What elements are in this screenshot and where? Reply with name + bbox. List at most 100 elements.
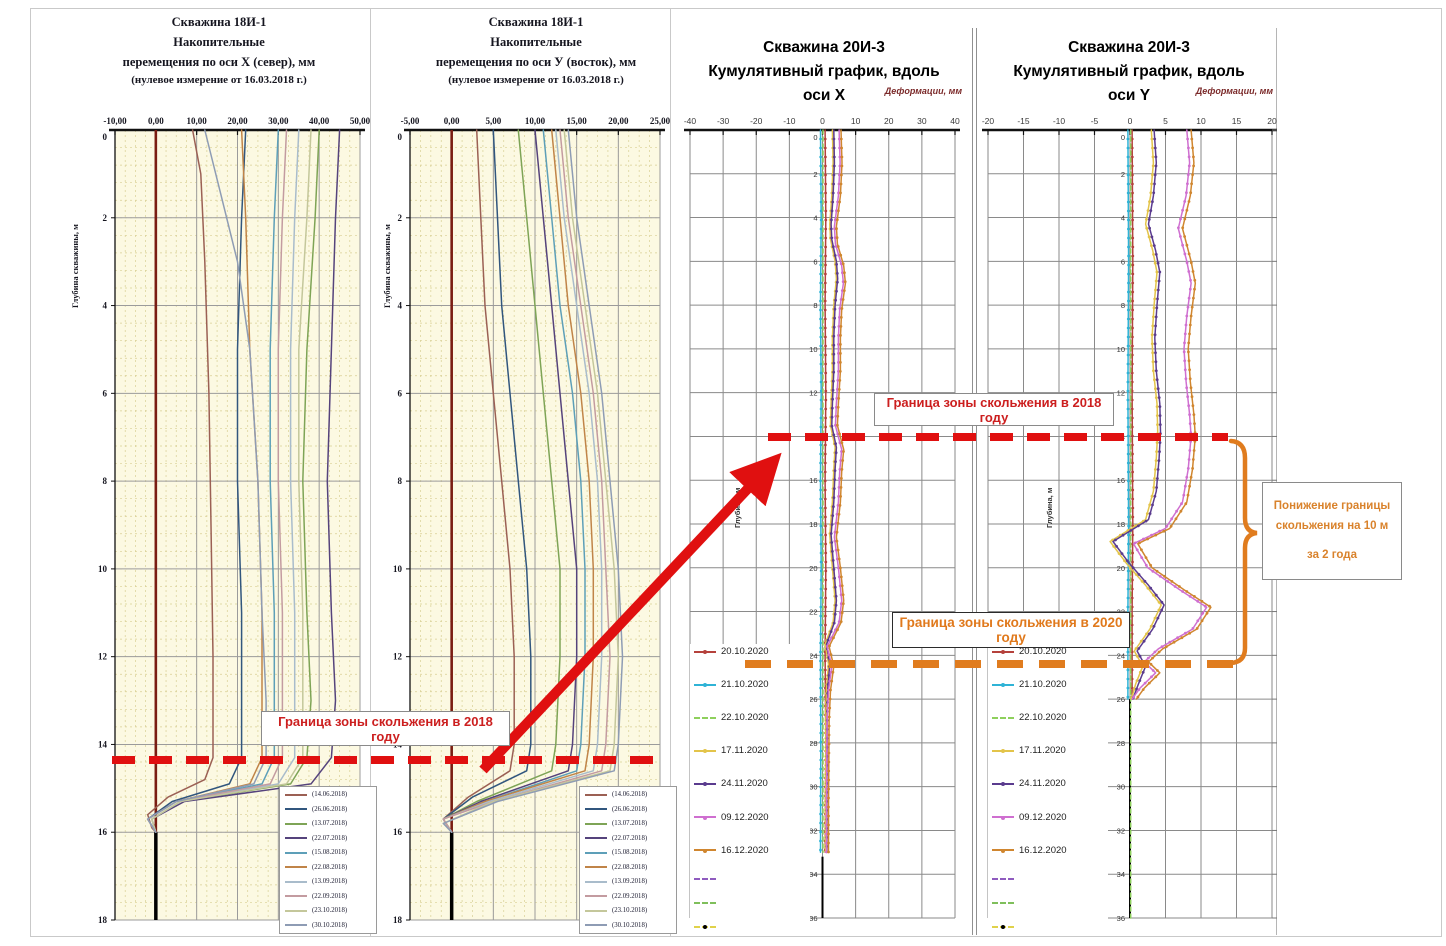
legend-label: (13.09.2018) — [612, 878, 648, 886]
annotation-lowering-note: Понижение границы скольжения на 10 м за … — [1262, 482, 1402, 580]
depth-tick-label: 24 — [809, 651, 817, 660]
legend-item: (14.06.2018) — [285, 791, 371, 798]
legend-swatch — [585, 924, 607, 927]
chart3-units-label: Деформации, мм — [884, 86, 962, 96]
series-(30.10.2018) — [146, 129, 267, 833]
depth-tick-label: 12 — [809, 389, 817, 398]
x-tick-label: 15 — [1232, 116, 1242, 126]
legend-item: 16.12.2020 — [992, 845, 1104, 856]
legend-label: 09.12.2020 — [1019, 811, 1067, 823]
legend-label: 17.11.2020 — [1019, 745, 1066, 757]
legend-swatch — [285, 924, 307, 927]
series-(26.06.2018) — [442, 129, 532, 833]
depth-tick-label: 4 — [103, 301, 108, 311]
series-(14.06.2018) — [442, 129, 515, 833]
depth-tick-label: 16 — [98, 827, 108, 837]
legend-item: (22.07.2018) — [585, 835, 671, 842]
depth-tick-label: 20 — [809, 564, 817, 573]
depth-tick-label: 12 — [393, 652, 403, 662]
legend-label: (13.07.2018) — [612, 820, 648, 828]
legend-item: (22.09.2018) — [285, 893, 371, 900]
legend-item: 20.10.2020 — [992, 646, 1104, 657]
chart1-title-line1: Скважина 18И-1 — [171, 15, 267, 29]
series-(13.09.2018) — [442, 129, 603, 833]
chart2-title-line3: перемещения по оси У (восток), мм — [435, 55, 637, 69]
legend-item: 17.11.2020 — [694, 745, 806, 756]
depth-tick-label: 20 — [1117, 564, 1125, 573]
legend-item: 09.12.2020 — [992, 812, 1104, 823]
x-tick-label: 20 — [1267, 116, 1277, 126]
chart1-title-line4: (нулевое измерение от 16.03.2018 г.) — [131, 74, 307, 86]
legend-label: (22.07.2018) — [612, 834, 648, 842]
legend-item: (22.07.2018) — [285, 835, 371, 842]
legend-label: (23.10.2018) — [312, 907, 348, 915]
lowering-note-line3: за 2 года — [1307, 548, 1357, 561]
legend-swatch — [992, 716, 1014, 719]
depth-tick-label: 8 — [813, 301, 817, 310]
legend-item: (26.06.2018) — [285, 806, 371, 813]
legend-swatch — [694, 683, 716, 688]
chart3-title-line1: Скважина 20И-3 — [763, 39, 885, 56]
x-tick-label: 30 — [917, 116, 927, 126]
legend-label: (14.06.2018) — [312, 791, 348, 798]
series-(22.07.2018) — [442, 129, 578, 833]
legend-swatch — [992, 925, 1014, 930]
legend-swatch — [285, 793, 307, 796]
x-tick-label: 20,00 — [608, 116, 629, 126]
x-tick-label: 0,00 — [444, 116, 460, 126]
legend-swatch — [694, 782, 716, 787]
depth-tick-label: 6 — [813, 257, 817, 266]
chart4-units-label: Деформации, мм — [1195, 86, 1273, 96]
depth-tick-label: 16 — [393, 827, 403, 837]
x-tick-label: 5,00 — [485, 116, 501, 126]
depth-tick-label: 8 — [103, 476, 108, 486]
depth-tick-label: 34 — [1117, 870, 1125, 879]
legend-item: 22.10.2020 — [992, 712, 1104, 723]
x-tick-label: -15 — [1017, 116, 1030, 126]
x-tick-label: -20 — [982, 116, 995, 126]
legend-swatch — [992, 901, 1014, 904]
legend-item: (22.08.2018) — [585, 864, 671, 871]
chart2-title: Скважина 18И-1 Накопительные перемещения… — [388, 12, 684, 90]
legend-label: (15.08.2018) — [312, 849, 348, 857]
legend-label: (22.09.2018) — [312, 892, 348, 900]
x-tick-label: -5 — [1091, 116, 1099, 126]
legend-label: (22.08.2018) — [312, 863, 348, 871]
depth-tick-label: 36 — [809, 914, 817, 923]
legend-swatch — [585, 909, 607, 912]
legend-swatch — [694, 925, 716, 930]
legend-label: (22.07.2018) — [312, 834, 348, 842]
legend-label: (22.08.2018) — [612, 863, 648, 871]
legend-item: (14.06.2018) — [585, 791, 671, 798]
legend-label: (26.06.2018) — [612, 805, 648, 813]
legend-item — [992, 877, 1104, 880]
x-tick-label: 30,00 — [268, 116, 289, 126]
legend-swatch — [694, 749, 716, 754]
depth-tick-label: 0 — [398, 132, 403, 142]
legend-label: (15.08.2018) — [612, 849, 648, 857]
chart4-title-line2: Кумулятивный график, вдоль — [1013, 63, 1245, 81]
series-(23.10.2018) — [442, 129, 620, 833]
legend-item: (22.08.2018) — [285, 864, 371, 871]
legend-item — [694, 877, 806, 880]
depth-tick-label: 18 — [98, 915, 108, 925]
legend-swatch — [992, 815, 1014, 820]
depth-tick-label: 14 — [98, 739, 108, 749]
series-(22.08.2018) — [442, 129, 595, 833]
frame-top — [30, 8, 1442, 9]
chart3-title-line2: Кумулятивный график, вдоль — [708, 63, 940, 81]
depth-tick-label: 4 — [398, 301, 403, 311]
x-tick-label: -10 — [783, 116, 796, 126]
x-tick-label: 20 — [884, 116, 894, 126]
depth-tick-label: 28 — [1117, 739, 1125, 748]
x-tick-label: 10 — [1196, 116, 1206, 126]
legend-label: 24.11.2020 — [721, 778, 768, 790]
depth-tick-label: 28 — [809, 739, 817, 748]
depth-tick-label: 2 — [398, 213, 403, 223]
legend-item — [694, 925, 806, 930]
x-tick-label: 5 — [1163, 116, 1168, 126]
legend-item: (13.09.2018) — [285, 878, 371, 885]
legend-label: (23.10.2018) — [612, 907, 648, 915]
chart1-title-line3: перемещения по оси X (север), мм — [122, 55, 316, 69]
